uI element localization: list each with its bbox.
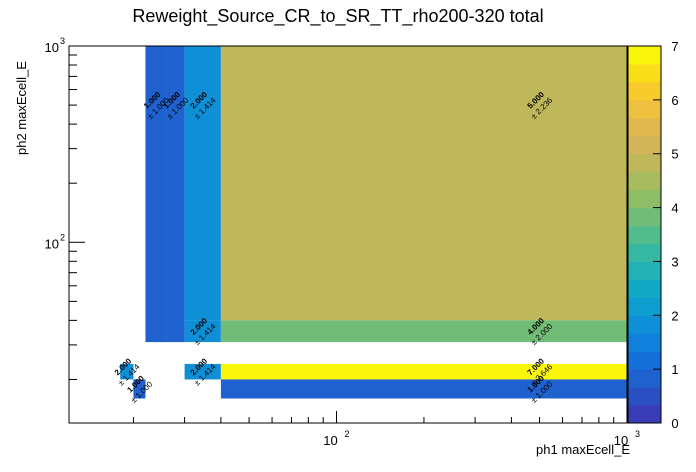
heatmap-cell [220, 379, 628, 399]
colorbar-tick-label: 5 [671, 147, 678, 162]
y-tick-label: 10 [45, 40, 59, 55]
chart-title: Reweight_Source_CR_to_SR_TT_rho200-320 t… [132, 6, 544, 26]
colorbar-segment [628, 243, 661, 262]
colorbar-segment [628, 117, 661, 137]
y-axis-label: ph2 maxEcell_E [14, 61, 29, 155]
colorbar-segment [628, 279, 661, 298]
heatmap-cell [220, 320, 628, 343]
colorbar-segment [628, 405, 661, 424]
x-axis-label: ph1 maxEcell_E [536, 442, 630, 457]
heatmap-cell [145, 46, 167, 343]
colorbar-segment [628, 99, 661, 119]
colorbar-segment [628, 297, 661, 316]
colorbar-segment [628, 46, 661, 65]
colorbar-segment [628, 81, 661, 101]
colorbar-segment [628, 135, 661, 155]
heatmap-cell [184, 320, 221, 343]
colorbar-segment [628, 369, 661, 388]
colorbar-segment [628, 153, 661, 173]
colorbar-tick-label: 6 [671, 93, 678, 108]
colorbar-tick-label: 1 [671, 362, 678, 377]
heatmap-cell [133, 379, 146, 399]
x-tick-exponent: 2 [344, 429, 349, 439]
x-tick-exponent: 3 [635, 429, 640, 439]
colorbar-tick-label: 3 [671, 254, 678, 269]
colorbar-frame [627, 45, 662, 424]
plot-frame [68, 45, 628, 424]
heatmap-cell [120, 363, 134, 380]
colorbar-segment [628, 315, 661, 334]
colorbar-segment [628, 261, 661, 280]
colorbar-segment [628, 351, 661, 370]
colorbar-segment [628, 333, 661, 352]
colorbar-segment [628, 189, 661, 209]
colorbar-segment [628, 171, 661, 191]
y-tick-exponent: 2 [60, 232, 65, 242]
colorbar-tick-label: 7 [671, 39, 678, 54]
heatmap-cell [220, 46, 628, 321]
colorbar-segment [628, 387, 661, 406]
colorbar-segment [628, 207, 661, 227]
colorbar-segment [628, 225, 661, 244]
colorbar-segment [628, 63, 661, 83]
colorbar-tick-label: 4 [671, 201, 678, 216]
heatmap-cell [220, 363, 628, 380]
x-tick-label: 10 [614, 433, 628, 448]
y-tick-label: 10 [45, 236, 59, 251]
colorbar-tick-label: 0 [671, 416, 678, 431]
y-tick-exponent: 3 [60, 36, 65, 46]
heatmap-cell [166, 46, 185, 343]
heatmap-cell [184, 46, 221, 321]
colorbar-tick-label: 2 [671, 308, 678, 323]
heatmap-cell [184, 363, 221, 380]
x-tick-label: 10 [323, 433, 337, 448]
